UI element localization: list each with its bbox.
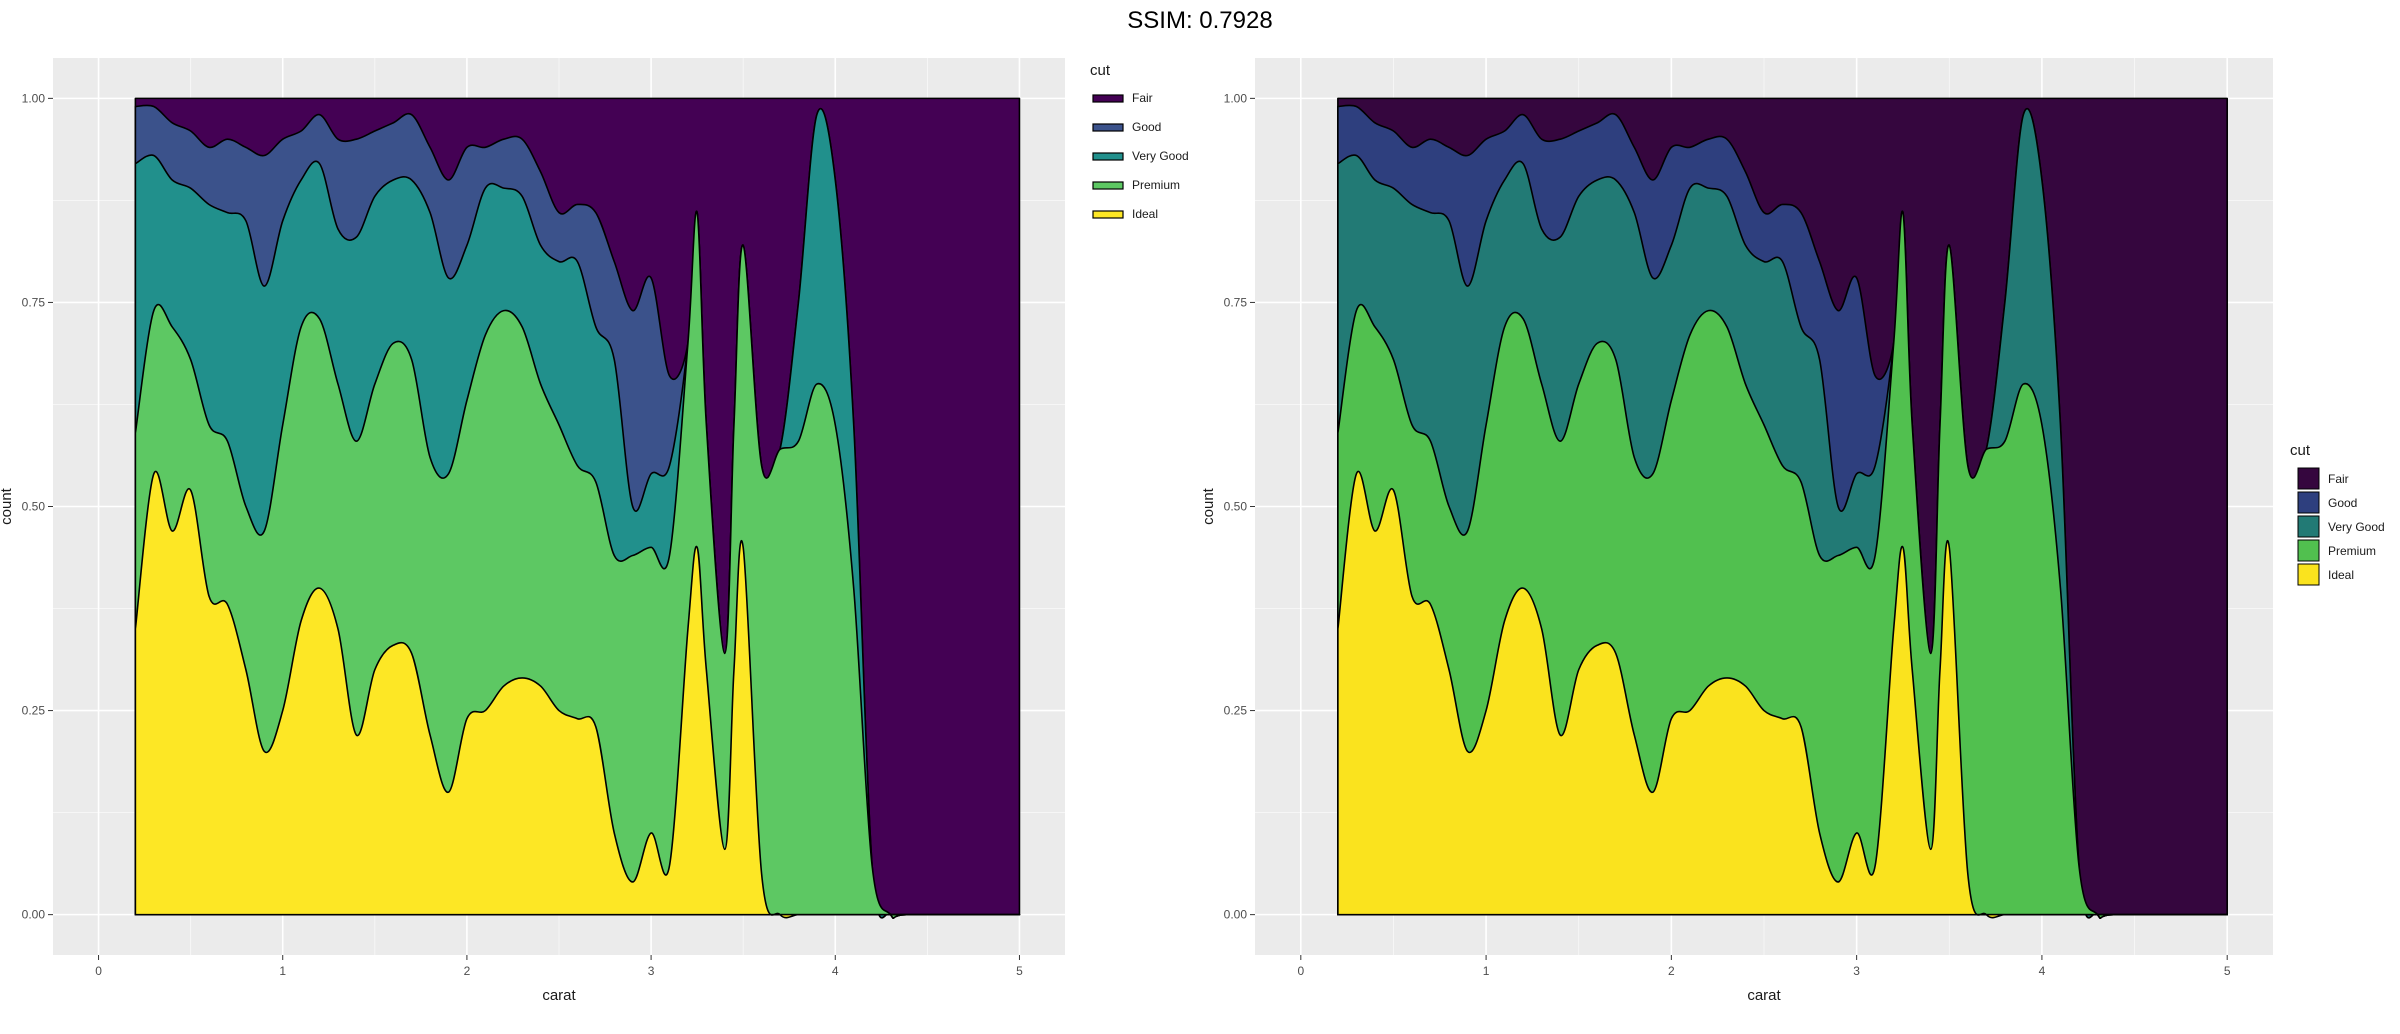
x-tick-label: 0: [95, 964, 102, 978]
y-tick-label: 0.50: [1224, 500, 1248, 514]
legend-title: cut: [2290, 442, 2311, 459]
x-axis-title: carat: [542, 987, 576, 1004]
y-tick-label: 0.25: [1224, 704, 1248, 718]
legend-label-very-good: Very Good: [1132, 149, 1189, 163]
x-tick-label: 4: [2039, 964, 2046, 978]
x-tick-label: 5: [1016, 964, 1023, 978]
legend-label-good: Good: [2328, 496, 2357, 510]
right-chart: 0 1 2 3 4 5 0.00 0.25 0.50 0.75 1.00 carat count cut F…: [1200, 58, 2385, 1004]
y-axis-title: count: [1200, 487, 1217, 525]
y-tick-label: 0.50: [22, 500, 46, 514]
legend-label-ideal: Ideal: [1132, 207, 1158, 221]
legend-title: cut: [1090, 62, 1111, 79]
x-tick-label: 5: [2224, 964, 2231, 978]
x-tick-label: 2: [464, 964, 471, 978]
x-tick-label: 3: [1853, 964, 1860, 978]
left-chart: 0 1 2 3 4 5 0.00 0.25 0.50 0.75 1.00 carat count cut F…: [0, 58, 1189, 1004]
legend-key-fair: [1092, 94, 1124, 103]
y-tick-label: 1.00: [1224, 91, 1248, 105]
legend-key-very-good: [1092, 152, 1124, 161]
legend: cut Fair Good Very Good Premium Ideal: [1090, 62, 1189, 221]
legend-label-premium: Premium: [1132, 178, 1180, 192]
legend-key-good: [2297, 491, 2320, 514]
legend-key-premium: [2297, 539, 2320, 562]
x-tick-label: 1: [279, 964, 286, 978]
legend-key-good: [1092, 123, 1124, 132]
x-tick-label: 0: [1297, 964, 1304, 978]
y-tick-label: 1.00: [22, 91, 46, 105]
legend: cut Fair Good Very Good Premium Ideal: [2290, 442, 2385, 586]
area-ideal: [134, 470, 1021, 919]
x-tick-label: 2: [1668, 964, 1675, 978]
area-ideal: [1337, 470, 2228, 919]
y-tick-label: 0.25: [22, 704, 46, 718]
legend-key-ideal: [2297, 563, 2320, 586]
legend-key-fair: [2297, 467, 2320, 490]
legend-label-very-good: Very Good: [2328, 520, 2385, 534]
y-axis-title: count: [0, 487, 15, 525]
y-tick-label: 0.75: [22, 295, 46, 309]
ssim-header: SSIM: 0.7928: [1127, 7, 1272, 34]
y-tick-label: 0.00: [22, 908, 46, 922]
legend-label-fair: Fair: [2328, 472, 2349, 486]
legend-label-fair: Fair: [1132, 91, 1153, 105]
legend-key-ideal: [1092, 210, 1124, 219]
legend-key-very-good: [2297, 515, 2320, 538]
x-axis-title: carat: [1747, 987, 1781, 1004]
x-tick-label: 1: [1483, 964, 1490, 978]
x-tick-label: 3: [648, 964, 655, 978]
legend-label-ideal: Ideal: [2328, 568, 2354, 582]
y-tick-label: 0.75: [1224, 295, 1248, 309]
legend-key-premium: [1092, 181, 1124, 190]
x-tick-label: 4: [832, 964, 839, 978]
legend-label-premium: Premium: [2328, 544, 2376, 558]
y-tick-label: 0.00: [1224, 908, 1248, 922]
legend-label-good: Good: [1132, 120, 1161, 134]
